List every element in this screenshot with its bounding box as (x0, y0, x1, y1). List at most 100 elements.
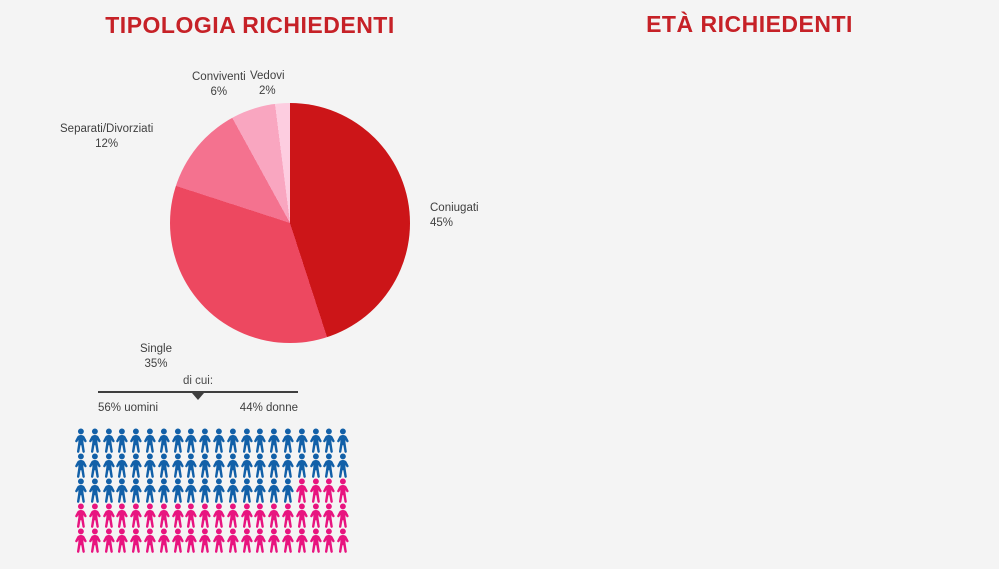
person-icon (268, 478, 280, 503)
person-icon (226, 503, 239, 528)
person-icon (295, 453, 308, 478)
page-title-tipologia: TIPOLOGIA RICHIEDENTI (105, 12, 395, 38)
person-icon (171, 428, 184, 453)
person-icon (199, 503, 211, 528)
person-icon (240, 528, 253, 553)
person-icon (102, 503, 115, 528)
pie-label-single: Single 35% (140, 342, 172, 372)
person-icon (116, 503, 129, 528)
person-icon (157, 428, 170, 453)
pie-label-single-name: Single (140, 343, 172, 355)
person-icon (130, 528, 142, 553)
person-icon (268, 453, 280, 478)
person-icon (116, 528, 129, 553)
person-icon (171, 478, 184, 503)
person-icon (130, 503, 142, 528)
person-icon (88, 528, 101, 553)
person-icon (282, 428, 294, 453)
person-icon (240, 478, 253, 503)
page-title-eta: ETÀ RICHIEDENTI (646, 11, 853, 37)
chevron-down-icon (192, 393, 204, 400)
di-cui-values: 56% uomini 44% donne (98, 402, 298, 414)
person-icon (295, 528, 308, 553)
person-icon (295, 428, 308, 453)
person-icon (213, 453, 225, 478)
person-icon (337, 478, 349, 503)
person-icon (171, 503, 184, 528)
person-icon (295, 478, 308, 503)
person-icon (295, 503, 308, 528)
person-icon (323, 453, 335, 478)
person-icon (254, 428, 266, 453)
di-cui-rule (98, 391, 298, 400)
person-icon (144, 503, 156, 528)
person-icon (144, 428, 156, 453)
person-icon (226, 478, 239, 503)
person-icon (309, 503, 322, 528)
di-cui-men-value: 56% uomini (98, 402, 159, 414)
person-icon (157, 478, 170, 503)
pie-label-vedovi-value: 2% (258, 85, 276, 97)
person-icon (185, 478, 197, 503)
person-icon (268, 528, 280, 553)
person-icon (144, 478, 156, 503)
person-icon (116, 478, 129, 503)
person-icon (199, 453, 211, 478)
pie-label-conviventi-value: 6% (210, 86, 228, 98)
pie-label-conviventi: Conviventi 6% (192, 70, 246, 100)
person-icon (157, 453, 170, 478)
person-icon (254, 478, 266, 503)
person-icon (171, 453, 184, 478)
pie-label-vedovi: Vedovi 2% (250, 69, 285, 99)
person-icon (213, 428, 225, 453)
person-icon (144, 528, 156, 553)
person-icon (116, 428, 129, 453)
person-icon (226, 453, 239, 478)
person-icon (75, 503, 87, 528)
person-icon (268, 503, 280, 528)
person-icon (309, 528, 322, 553)
person-icon (199, 428, 211, 453)
person-icon (88, 428, 101, 453)
person-icon (254, 503, 266, 528)
person-icon (282, 528, 294, 553)
person-icon (144, 453, 156, 478)
pie-label-separati-divorziati: Separati/Divorziati 12% (60, 122, 153, 152)
person-icon (337, 528, 349, 553)
person-icon (309, 478, 322, 503)
person-icon (282, 453, 294, 478)
pictogram-gender-split (74, 428, 350, 553)
person-icon (75, 478, 87, 503)
di-cui-breakdown: di cui: 56% uomini 44% donne (98, 375, 298, 414)
person-icon (88, 453, 101, 478)
person-icon (157, 503, 170, 528)
pie-chart-tipologia (170, 103, 410, 343)
person-icon (337, 503, 349, 528)
person-icon (199, 528, 211, 553)
pie-label-separati-value: 12% (95, 138, 119, 150)
person-icon (130, 428, 142, 453)
person-icon (75, 428, 87, 453)
person-icon (309, 428, 322, 453)
person-icon (130, 453, 142, 478)
person-icon (88, 478, 101, 503)
di-cui-women-value: 44% donne (239, 402, 298, 414)
person-icon (337, 428, 349, 453)
person-icon (102, 478, 115, 503)
pie-label-coniugati-value: 45% (430, 217, 454, 229)
person-icon (323, 478, 335, 503)
person-icon (337, 453, 349, 478)
pie-label-coniugati-name: Coniugati (430, 202, 479, 214)
person-icon (282, 503, 294, 528)
person-icon (323, 428, 335, 453)
person-icon (75, 453, 87, 478)
person-icon (171, 528, 184, 553)
person-icon (254, 528, 266, 553)
person-icon (75, 528, 87, 553)
pie-label-vedovi-name: Vedovi (250, 70, 285, 82)
person-icon (213, 528, 225, 553)
person-icon (88, 503, 101, 528)
person-icon (309, 453, 322, 478)
pie-label-separati-name: Separati/Divorziati (60, 123, 154, 135)
person-icon (199, 478, 211, 503)
